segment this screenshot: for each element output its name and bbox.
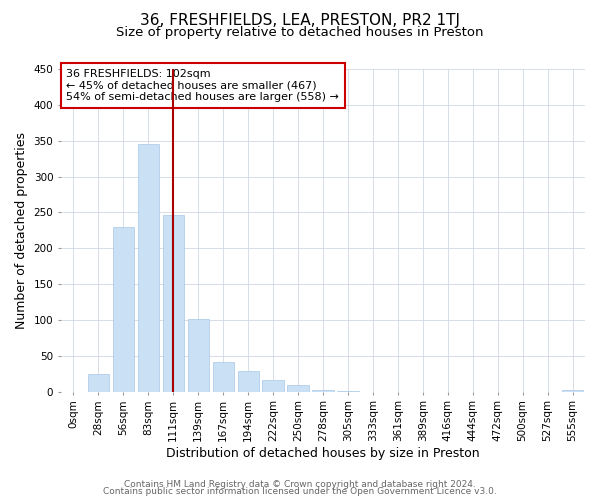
Text: 36 FRESHFIELDS: 102sqm
← 45% of detached houses are smaller (467)
54% of semi-de: 36 FRESHFIELDS: 102sqm ← 45% of detached…	[66, 69, 339, 102]
Bar	[212, 362, 234, 392]
Text: Size of property relative to detached houses in Preston: Size of property relative to detached ho…	[116, 26, 484, 39]
Y-axis label: Number of detached properties: Number of detached properties	[15, 132, 28, 329]
Bar	[562, 390, 583, 392]
Bar	[137, 144, 159, 392]
Text: Contains HM Land Registry data © Crown copyright and database right 2024.: Contains HM Land Registry data © Crown c…	[124, 480, 476, 489]
Text: Contains public sector information licensed under the Open Government Licence v3: Contains public sector information licen…	[103, 487, 497, 496]
Bar	[313, 390, 334, 392]
Bar	[88, 374, 109, 392]
X-axis label: Distribution of detached houses by size in Preston: Distribution of detached houses by size …	[166, 447, 480, 460]
Text: 36, FRESHFIELDS, LEA, PRESTON, PR2 1TJ: 36, FRESHFIELDS, LEA, PRESTON, PR2 1TJ	[140, 12, 460, 28]
Bar	[163, 216, 184, 392]
Bar	[287, 384, 308, 392]
Bar	[337, 391, 359, 392]
Bar	[113, 228, 134, 392]
Bar	[238, 371, 259, 392]
Bar	[188, 320, 209, 392]
Bar	[262, 380, 284, 392]
